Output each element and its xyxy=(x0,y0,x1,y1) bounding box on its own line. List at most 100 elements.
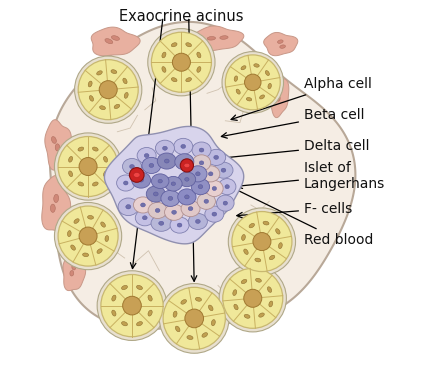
Circle shape xyxy=(148,29,215,96)
Ellipse shape xyxy=(171,182,176,186)
Circle shape xyxy=(225,55,280,110)
Ellipse shape xyxy=(70,270,74,276)
Ellipse shape xyxy=(187,336,193,340)
Ellipse shape xyxy=(192,142,211,158)
Ellipse shape xyxy=(223,201,228,205)
Ellipse shape xyxy=(74,219,79,223)
Ellipse shape xyxy=(164,176,182,191)
Ellipse shape xyxy=(207,37,215,40)
Ellipse shape xyxy=(236,89,240,94)
Ellipse shape xyxy=(205,180,223,197)
Text: Red blood: Red blood xyxy=(191,167,373,247)
Ellipse shape xyxy=(136,322,143,326)
Ellipse shape xyxy=(241,66,246,70)
Polygon shape xyxy=(194,26,244,51)
Ellipse shape xyxy=(72,265,76,270)
Ellipse shape xyxy=(112,295,116,301)
Ellipse shape xyxy=(149,163,154,168)
Ellipse shape xyxy=(88,216,94,219)
Ellipse shape xyxy=(92,147,98,151)
Ellipse shape xyxy=(234,76,238,81)
Ellipse shape xyxy=(268,83,271,89)
Ellipse shape xyxy=(89,96,94,101)
Ellipse shape xyxy=(267,287,272,292)
Ellipse shape xyxy=(269,255,275,260)
Ellipse shape xyxy=(68,171,73,177)
Text: Delta cell: Delta cell xyxy=(215,139,370,161)
Ellipse shape xyxy=(159,221,164,225)
Ellipse shape xyxy=(255,258,261,262)
Ellipse shape xyxy=(255,278,261,282)
Ellipse shape xyxy=(162,52,166,58)
Text: Islet of
Langerhans: Islet of Langerhans xyxy=(237,161,385,191)
Ellipse shape xyxy=(124,93,128,98)
Ellipse shape xyxy=(207,149,226,165)
Polygon shape xyxy=(50,22,355,329)
Ellipse shape xyxy=(148,310,152,316)
Circle shape xyxy=(185,309,204,328)
Ellipse shape xyxy=(177,223,182,227)
Ellipse shape xyxy=(184,163,190,168)
Circle shape xyxy=(78,60,138,120)
Polygon shape xyxy=(268,75,289,117)
Ellipse shape xyxy=(51,137,56,143)
Ellipse shape xyxy=(126,205,131,209)
Circle shape xyxy=(75,56,142,123)
Circle shape xyxy=(99,81,117,99)
Circle shape xyxy=(160,284,229,353)
Ellipse shape xyxy=(197,193,215,209)
Circle shape xyxy=(129,168,144,182)
Ellipse shape xyxy=(244,249,248,254)
Circle shape xyxy=(54,133,122,200)
Ellipse shape xyxy=(137,147,156,164)
Ellipse shape xyxy=(234,304,238,310)
Ellipse shape xyxy=(78,147,84,151)
Ellipse shape xyxy=(174,138,193,154)
Ellipse shape xyxy=(276,95,280,101)
Ellipse shape xyxy=(164,159,169,163)
Ellipse shape xyxy=(211,320,215,326)
Ellipse shape xyxy=(144,154,149,157)
Ellipse shape xyxy=(140,203,145,207)
Circle shape xyxy=(58,137,118,197)
Ellipse shape xyxy=(111,70,117,74)
Ellipse shape xyxy=(146,186,165,202)
Circle shape xyxy=(79,227,97,245)
Circle shape xyxy=(223,268,283,328)
Ellipse shape xyxy=(191,179,210,195)
Ellipse shape xyxy=(88,81,92,87)
Ellipse shape xyxy=(173,311,177,317)
Ellipse shape xyxy=(153,192,158,196)
Ellipse shape xyxy=(181,201,200,217)
Ellipse shape xyxy=(123,78,127,84)
Ellipse shape xyxy=(221,168,226,172)
Ellipse shape xyxy=(148,295,152,301)
Ellipse shape xyxy=(148,202,167,219)
Ellipse shape xyxy=(186,78,191,82)
Ellipse shape xyxy=(259,95,265,99)
Ellipse shape xyxy=(199,148,204,152)
Ellipse shape xyxy=(167,42,172,45)
Ellipse shape xyxy=(254,64,259,67)
Ellipse shape xyxy=(118,198,139,216)
Ellipse shape xyxy=(202,333,208,337)
Ellipse shape xyxy=(199,161,204,165)
Ellipse shape xyxy=(197,67,201,72)
Ellipse shape xyxy=(172,210,177,214)
Ellipse shape xyxy=(188,213,208,229)
Circle shape xyxy=(219,265,286,332)
Ellipse shape xyxy=(175,326,180,332)
Circle shape xyxy=(172,53,191,71)
Polygon shape xyxy=(105,126,244,244)
Ellipse shape xyxy=(171,43,177,47)
Ellipse shape xyxy=(233,290,237,295)
Text: Alpha cell: Alpha cell xyxy=(231,77,372,120)
Ellipse shape xyxy=(143,216,147,220)
Ellipse shape xyxy=(122,285,127,290)
Text: Beta cell: Beta cell xyxy=(221,108,364,138)
Ellipse shape xyxy=(139,178,143,182)
Ellipse shape xyxy=(196,172,200,176)
Ellipse shape xyxy=(135,210,154,226)
Ellipse shape xyxy=(133,172,140,177)
Circle shape xyxy=(181,159,194,172)
